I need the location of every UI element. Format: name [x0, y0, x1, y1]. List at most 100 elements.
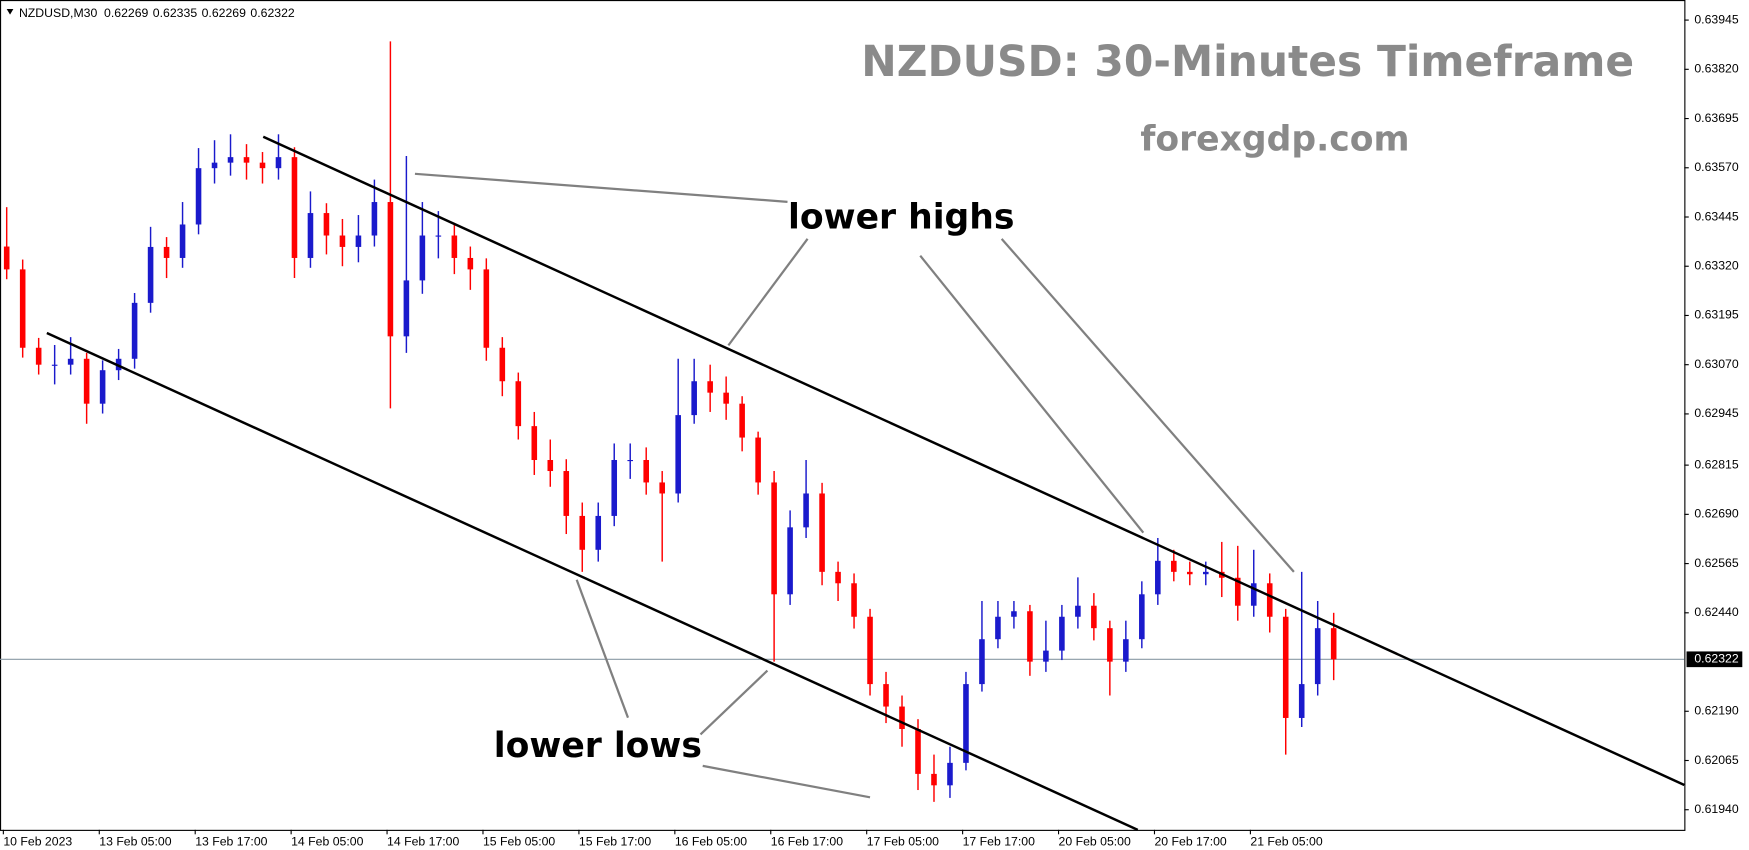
- plot-frame: [0, 0, 1686, 831]
- x-tick-label: 14 Feb 17:00: [387, 834, 459, 848]
- y-tick-label: 0.62065: [1694, 753, 1738, 767]
- candle-body: [1234, 577, 1241, 606]
- header-symbol: NZDUSD,M30: [19, 6, 98, 20]
- candle-body: [163, 246, 170, 258]
- y-tick-label: 0.63695: [1694, 111, 1738, 125]
- candle-body: [947, 762, 953, 786]
- candle-body: [147, 246, 154, 303]
- candle-body: [819, 493, 825, 572]
- current-price-label: 0.62322: [1694, 652, 1738, 666]
- x-tick-label: 13 Feb 17:00: [195, 834, 267, 848]
- y-tick-label: 0.63320: [1694, 258, 1738, 272]
- candle-body: [1298, 684, 1305, 718]
- candle-body: [19, 269, 26, 348]
- candle-body: [1250, 583, 1257, 606]
- header-open: 0.62269: [104, 6, 148, 20]
- x-tick-label: 10 Feb 2023: [3, 834, 72, 848]
- annotation: lower highs: [788, 198, 1014, 238]
- candle-body: [99, 370, 106, 404]
- y-tick-label: 0.62690: [1694, 507, 1738, 521]
- candle-body: [691, 381, 697, 416]
- x-tick-label: 13 Feb 05:00: [99, 834, 171, 848]
- candle-body: [131, 302, 138, 359]
- candle-body: [627, 460, 634, 462]
- x-tick-label: 14 Feb 05:00: [291, 834, 363, 848]
- candle-body: [1187, 571, 1193, 575]
- candle-body: [339, 235, 346, 247]
- candle-body: [803, 493, 809, 528]
- candle-body: [483, 269, 490, 348]
- candle-body: [243, 157, 250, 163]
- y-tick-label: 0.61940: [1694, 802, 1738, 816]
- x-tick-label: 20 Feb 05:00: [1059, 834, 1131, 848]
- x-tick-label: 15 Feb 17:00: [579, 834, 651, 848]
- candle-body: [451, 235, 458, 258]
- pointer: [1000, 238, 1295, 573]
- candle-body: [1123, 639, 1129, 662]
- x-tick-label: 16 Feb 05:00: [675, 834, 747, 848]
- pointer: [414, 172, 788, 203]
- candle-body: [835, 571, 841, 584]
- candle-body: [499, 347, 506, 382]
- candle-body: [1043, 650, 1049, 662]
- candle-body: [1059, 616, 1065, 651]
- channel-upper: [262, 135, 1685, 787]
- candle-body: [83, 358, 90, 404]
- candle-body: [3, 246, 10, 270]
- candle-body: [515, 381, 522, 427]
- candle-body: [1075, 605, 1081, 617]
- x-tick-label: 17 Feb 05:00: [867, 834, 939, 848]
- candle-body: [195, 168, 202, 225]
- candle-body: [643, 460, 649, 483]
- candle-body: [787, 527, 793, 595]
- y-tick-label: 0.62190: [1694, 703, 1738, 717]
- header: NZDUSD,M30 0.62269 0.62335 0.62269 0.62322: [19, 6, 295, 20]
- candle-body: [867, 616, 873, 685]
- header-close: 0.62322: [250, 6, 294, 20]
- candle-body: [371, 202, 378, 236]
- candle-body: [35, 347, 42, 365]
- candle-body: [1314, 628, 1321, 685]
- candle-body: [1330, 628, 1337, 660]
- chart-title: NZDUSD: 30-Minutes Timeframe: [861, 38, 1634, 87]
- candle-body: [1282, 616, 1289, 718]
- candle-body: [1155, 560, 1161, 595]
- candle-body: [547, 460, 554, 472]
- x-tick-label: 15 Feb 05:00: [483, 834, 555, 848]
- chart-subtitle: forexgdp.com: [1140, 119, 1409, 159]
- candle-body: [179, 224, 186, 258]
- y-tick-label: 0.62815: [1694, 457, 1738, 471]
- candle-body: [659, 482, 665, 494]
- candle-body: [883, 684, 889, 707]
- candle-body: [1139, 594, 1145, 640]
- candle-body: [675, 415, 681, 494]
- y-tick-label: 0.62440: [1694, 605, 1738, 619]
- candle-body: [51, 364, 58, 366]
- candle-body: [211, 162, 218, 169]
- candle-body: [531, 426, 538, 461]
- candle-body: [67, 358, 74, 365]
- candle-body: [323, 213, 330, 236]
- candle-body: [1091, 605, 1097, 629]
- candle-body: [771, 482, 777, 595]
- candle-body: [611, 460, 618, 516]
- candle-body: [995, 616, 1001, 640]
- annotation: lower lows: [494, 726, 702, 766]
- pointer: [702, 764, 871, 799]
- candle-body: [963, 684, 969, 763]
- y-tick-label: 0.63820: [1694, 62, 1738, 76]
- pointer: [699, 669, 769, 736]
- candle-body: [723, 392, 729, 404]
- y-tick-label: 0.63070: [1694, 357, 1738, 371]
- y-tick-label: 0.63195: [1694, 308, 1738, 322]
- candle-body: [275, 157, 282, 169]
- candle-body: [419, 235, 426, 281]
- candle-body: [915, 728, 921, 774]
- candle-body: [851, 583, 857, 617]
- y-tick-label: 0.63570: [1694, 160, 1738, 174]
- candle-body: [1027, 611, 1033, 662]
- candle-body: [707, 381, 713, 393]
- x-tick-label: 21 Feb 05:00: [1250, 834, 1322, 848]
- pointers: [414, 172, 1295, 799]
